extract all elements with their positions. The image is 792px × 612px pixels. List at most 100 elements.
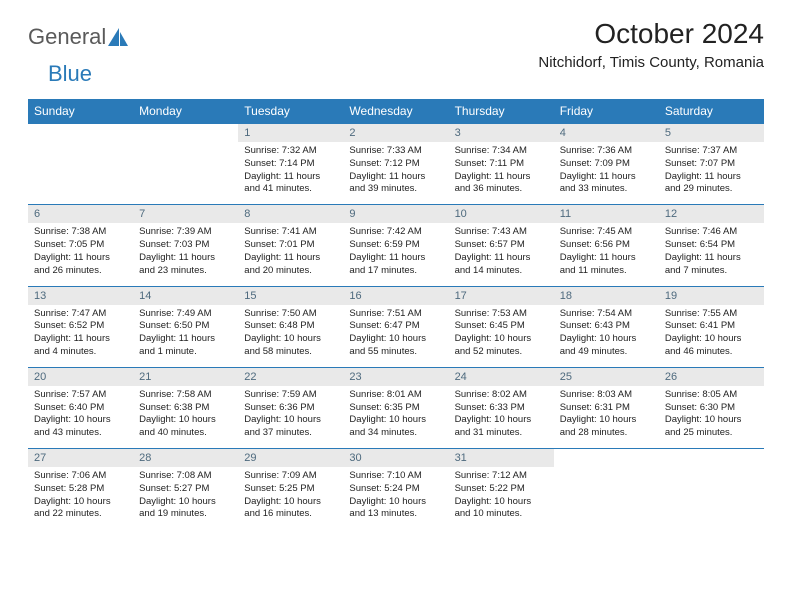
day-content-cell: Sunrise: 7:42 AMSunset: 6:59 PMDaylight:… [343,223,448,286]
daylight-text: Daylight: 11 hours and 17 minutes. [349,252,442,278]
day-number-cell: 14 [133,286,238,305]
sunrise-text: Sunrise: 7:42 AM [349,226,442,239]
daylight-text: Daylight: 11 hours and 1 minute. [139,333,232,359]
day-content-cell: Sunrise: 7:51 AMSunset: 6:47 PMDaylight:… [343,305,448,368]
day-number-cell [659,449,764,468]
day-number-cell: 28 [133,449,238,468]
weekday-tuesday: Tuesday [238,99,343,124]
sunrise-text: Sunrise: 8:05 AM [665,389,758,402]
sunrise-text: Sunrise: 7:37 AM [665,145,758,158]
day-content-cell: Sunrise: 7:49 AMSunset: 6:50 PMDaylight:… [133,305,238,368]
day-number-cell: 3 [449,124,554,143]
sunset-text: Sunset: 7:07 PM [665,158,758,171]
calendar-page: General October 2024 Nitchidorf, Timis C… [0,0,792,529]
sunrise-text: Sunrise: 8:01 AM [349,389,442,402]
daylight-text: Daylight: 10 hours and 49 minutes. [560,333,653,359]
daylight-text: Daylight: 11 hours and 23 minutes. [139,252,232,278]
weekday-monday: Monday [133,99,238,124]
sunrise-text: Sunrise: 7:51 AM [349,308,442,321]
daylight-text: Daylight: 10 hours and 37 minutes. [244,414,337,440]
daylight-text: Daylight: 10 hours and 25 minutes. [665,414,758,440]
weekday-saturday: Saturday [659,99,764,124]
day-number-cell: 19 [659,286,764,305]
day-number-cell: 24 [449,367,554,386]
daylight-text: Daylight: 10 hours and 28 minutes. [560,414,653,440]
day-content-cell: Sunrise: 7:46 AMSunset: 6:54 PMDaylight:… [659,223,764,286]
day-content-cell [659,467,764,529]
month-title: October 2024 [538,18,764,50]
daylight-text: Daylight: 10 hours and 16 minutes. [244,496,337,522]
location-text: Nitchidorf, Timis County, Romania [538,54,764,71]
day-content-row: Sunrise: 7:38 AMSunset: 7:05 PMDaylight:… [28,223,764,286]
day-content-cell: Sunrise: 7:37 AMSunset: 7:07 PMDaylight:… [659,142,764,205]
sunrise-text: Sunrise: 7:38 AM [34,226,127,239]
day-content-row: Sunrise: 7:32 AMSunset: 7:14 PMDaylight:… [28,142,764,205]
sunrise-text: Sunrise: 7:55 AM [665,308,758,321]
day-number-cell: 26 [659,367,764,386]
sunset-text: Sunset: 5:27 PM [139,483,232,496]
sunrise-text: Sunrise: 7:41 AM [244,226,337,239]
sunrise-text: Sunrise: 7:36 AM [560,145,653,158]
day-content-cell: Sunrise: 7:12 AMSunset: 5:22 PMDaylight:… [449,467,554,529]
brand-part1: General [28,24,106,50]
day-content-row: Sunrise: 7:57 AMSunset: 6:40 PMDaylight:… [28,386,764,449]
sunset-text: Sunset: 7:05 PM [34,239,127,252]
sunset-text: Sunset: 6:36 PM [244,402,337,415]
sunset-text: Sunset: 5:28 PM [34,483,127,496]
sunset-text: Sunset: 6:43 PM [560,320,653,333]
sunset-text: Sunset: 5:25 PM [244,483,337,496]
daylight-text: Daylight: 11 hours and 36 minutes. [455,171,548,197]
sunset-text: Sunset: 6:52 PM [34,320,127,333]
daylight-text: Daylight: 10 hours and 58 minutes. [244,333,337,359]
sunrise-text: Sunrise: 7:33 AM [349,145,442,158]
day-content-cell: Sunrise: 7:32 AMSunset: 7:14 PMDaylight:… [238,142,343,205]
day-content-cell: Sunrise: 7:50 AMSunset: 6:48 PMDaylight:… [238,305,343,368]
daylight-text: Daylight: 11 hours and 26 minutes. [34,252,127,278]
daylight-text: Daylight: 10 hours and 10 minutes. [455,496,548,522]
daylight-text: Daylight: 11 hours and 33 minutes. [560,171,653,197]
title-block: October 2024 Nitchidorf, Timis County, R… [538,18,764,71]
daylight-text: Daylight: 11 hours and 14 minutes. [455,252,548,278]
sunrise-text: Sunrise: 8:02 AM [455,389,548,402]
day-number-cell: 20 [28,367,133,386]
day-number-cell: 12 [659,205,764,224]
day-content-cell: Sunrise: 7:08 AMSunset: 5:27 PMDaylight:… [133,467,238,529]
day-number-cell: 4 [554,124,659,143]
day-content-cell: Sunrise: 7:55 AMSunset: 6:41 PMDaylight:… [659,305,764,368]
weekday-sunday: Sunday [28,99,133,124]
calendar-table: Sunday Monday Tuesday Wednesday Thursday… [28,99,764,529]
sunset-text: Sunset: 6:47 PM [349,320,442,333]
daylight-text: Daylight: 10 hours and 55 minutes. [349,333,442,359]
day-number-cell [28,124,133,143]
sunset-text: Sunset: 6:48 PM [244,320,337,333]
sunrise-text: Sunrise: 7:43 AM [455,226,548,239]
day-content-cell: Sunrise: 8:03 AMSunset: 6:31 PMDaylight:… [554,386,659,449]
day-content-cell: Sunrise: 7:38 AMSunset: 7:05 PMDaylight:… [28,223,133,286]
daylight-text: Daylight: 11 hours and 4 minutes. [34,333,127,359]
daynum-row: 20212223242526 [28,367,764,386]
sunrise-text: Sunrise: 7:39 AM [139,226,232,239]
day-content-cell: Sunrise: 7:54 AMSunset: 6:43 PMDaylight:… [554,305,659,368]
sunrise-text: Sunrise: 7:45 AM [560,226,653,239]
day-content-cell: Sunrise: 7:41 AMSunset: 7:01 PMDaylight:… [238,223,343,286]
day-content-cell: Sunrise: 7:33 AMSunset: 7:12 PMDaylight:… [343,142,448,205]
daylight-text: Daylight: 10 hours and 22 minutes. [34,496,127,522]
day-number-cell [554,449,659,468]
day-content-row: Sunrise: 7:06 AMSunset: 5:28 PMDaylight:… [28,467,764,529]
day-content-cell: Sunrise: 7:45 AMSunset: 6:56 PMDaylight:… [554,223,659,286]
sunset-text: Sunset: 6:41 PM [665,320,758,333]
day-content-cell: Sunrise: 7:36 AMSunset: 7:09 PMDaylight:… [554,142,659,205]
day-number-cell: 8 [238,205,343,224]
daylight-text: Daylight: 10 hours and 31 minutes. [455,414,548,440]
day-content-cell: Sunrise: 7:34 AMSunset: 7:11 PMDaylight:… [449,142,554,205]
day-content-cell: Sunrise: 7:43 AMSunset: 6:57 PMDaylight:… [449,223,554,286]
daynum-row: 12345 [28,124,764,143]
day-number-cell: 23 [343,367,448,386]
day-number-cell: 16 [343,286,448,305]
sunset-text: Sunset: 5:22 PM [455,483,548,496]
daylight-text: Daylight: 10 hours and 40 minutes. [139,414,232,440]
sunset-text: Sunset: 7:12 PM [349,158,442,171]
sunset-text: Sunset: 6:31 PM [560,402,653,415]
sunrise-text: Sunrise: 7:12 AM [455,470,548,483]
daylight-text: Daylight: 10 hours and 13 minutes. [349,496,442,522]
